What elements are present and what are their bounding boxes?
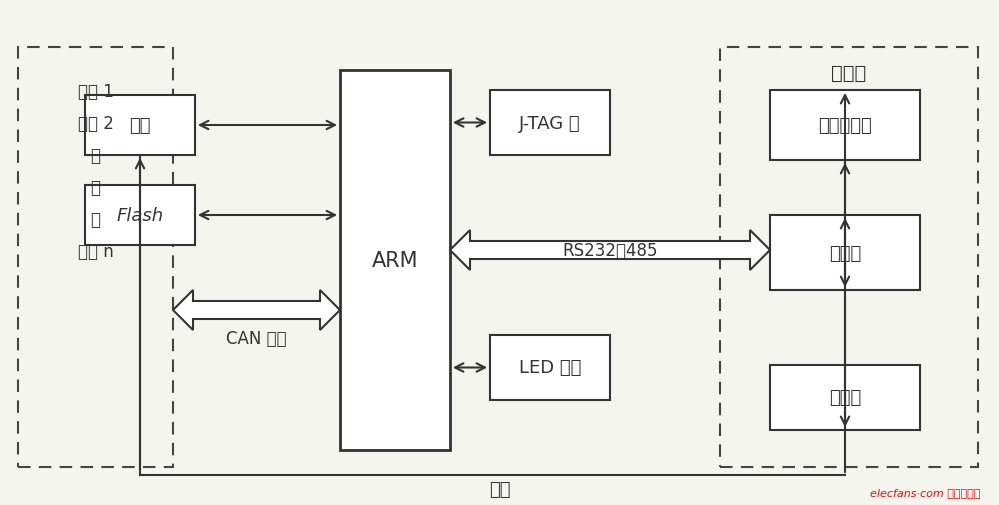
Text: LED 显示: LED 显示 [518, 359, 581, 377]
FancyBboxPatch shape [490, 91, 610, 156]
FancyBboxPatch shape [340, 71, 450, 450]
Polygon shape [450, 231, 770, 271]
Text: J-TAG 口: J-TAG 口 [519, 114, 580, 132]
Text: 计算机: 计算机 [829, 389, 861, 407]
FancyBboxPatch shape [490, 335, 610, 400]
Text: ARM: ARM [372, 250, 419, 271]
Text: RS232、485: RS232、485 [562, 241, 657, 260]
FancyBboxPatch shape [770, 365, 920, 430]
Text: 时钟: 时钟 [129, 117, 151, 135]
Text: 上位机: 上位机 [831, 63, 866, 82]
Text: elecfans·com 电子发烧友: elecfans·com 电子发烧友 [869, 487, 980, 497]
FancyBboxPatch shape [85, 96, 195, 156]
Text: 通讯器: 通讯器 [829, 244, 861, 262]
Text: CAN 总线: CAN 总线 [226, 329, 287, 347]
Text: 表头 1
表头 2
．
．
．
表头 n: 表头 1 表头 2 ． ． ． 表头 n [78, 83, 114, 261]
Text: 对时: 对时 [490, 480, 510, 498]
Text: 手持抄表器: 手持抄表器 [818, 117, 872, 135]
FancyBboxPatch shape [85, 186, 195, 245]
FancyBboxPatch shape [770, 91, 920, 161]
Text: Flash: Flash [117, 207, 164, 225]
Polygon shape [173, 290, 340, 330]
FancyBboxPatch shape [770, 216, 920, 290]
